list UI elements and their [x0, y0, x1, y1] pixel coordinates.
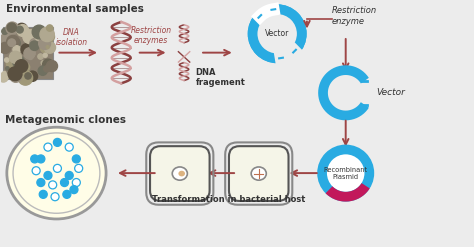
- Circle shape: [13, 56, 24, 68]
- Circle shape: [37, 179, 45, 186]
- Circle shape: [39, 38, 51, 49]
- Circle shape: [73, 155, 80, 163]
- Ellipse shape: [251, 167, 266, 180]
- Circle shape: [8, 67, 22, 81]
- Circle shape: [42, 32, 45, 35]
- FancyBboxPatch shape: [229, 146, 289, 201]
- Circle shape: [40, 35, 50, 44]
- Circle shape: [75, 164, 82, 172]
- Circle shape: [73, 179, 80, 186]
- Circle shape: [15, 60, 28, 72]
- Circle shape: [61, 179, 69, 186]
- Text: DNA
fragement: DNA fragement: [195, 68, 245, 87]
- Circle shape: [21, 44, 32, 55]
- Circle shape: [253, 9, 302, 58]
- Circle shape: [46, 61, 57, 72]
- Circle shape: [5, 58, 9, 62]
- Ellipse shape: [172, 167, 187, 180]
- Circle shape: [6, 22, 18, 34]
- Circle shape: [54, 138, 62, 146]
- Circle shape: [70, 185, 78, 194]
- Circle shape: [253, 9, 302, 58]
- Circle shape: [35, 33, 42, 40]
- Circle shape: [22, 63, 30, 71]
- Circle shape: [43, 53, 47, 57]
- Circle shape: [10, 38, 20, 48]
- Circle shape: [31, 53, 35, 58]
- FancyBboxPatch shape: [150, 146, 210, 201]
- Circle shape: [46, 30, 52, 36]
- Circle shape: [40, 27, 55, 41]
- Circle shape: [2, 28, 8, 34]
- Circle shape: [18, 71, 33, 85]
- Circle shape: [46, 46, 49, 49]
- Circle shape: [25, 73, 31, 79]
- Circle shape: [13, 46, 20, 53]
- Circle shape: [0, 42, 10, 54]
- Text: Vector: Vector: [265, 29, 289, 38]
- Circle shape: [39, 190, 47, 198]
- Circle shape: [46, 25, 53, 31]
- Circle shape: [6, 60, 14, 67]
- Ellipse shape: [178, 171, 185, 176]
- Circle shape: [46, 61, 55, 70]
- Circle shape: [49, 181, 57, 189]
- Circle shape: [32, 25, 46, 39]
- Circle shape: [8, 24, 13, 30]
- Circle shape: [43, 59, 54, 70]
- Circle shape: [44, 42, 55, 53]
- Circle shape: [29, 56, 33, 60]
- Circle shape: [32, 167, 40, 175]
- Circle shape: [24, 48, 35, 59]
- Circle shape: [31, 155, 39, 163]
- Circle shape: [38, 66, 47, 75]
- Circle shape: [3, 71, 6, 75]
- Circle shape: [37, 155, 45, 163]
- Circle shape: [65, 143, 73, 151]
- Text: Recombinant
Plasmid: Recombinant Plasmid: [324, 166, 368, 180]
- Circle shape: [7, 35, 19, 48]
- Circle shape: [30, 39, 39, 48]
- Circle shape: [38, 54, 43, 59]
- Ellipse shape: [7, 127, 106, 219]
- Circle shape: [23, 30, 37, 44]
- Circle shape: [0, 73, 8, 82]
- Circle shape: [27, 71, 37, 81]
- Circle shape: [9, 66, 15, 72]
- Text: Transformation in bacterial host: Transformation in bacterial host: [152, 195, 305, 204]
- Circle shape: [65, 171, 73, 180]
- Text: Metagenomic clones: Metagenomic clones: [5, 115, 127, 125]
- Text: Vector: Vector: [376, 88, 405, 97]
- Text: Restriction
enzymes: Restriction enzymes: [130, 26, 172, 45]
- Circle shape: [16, 23, 27, 35]
- Circle shape: [40, 42, 52, 53]
- Circle shape: [54, 164, 62, 172]
- FancyBboxPatch shape: [3, 27, 53, 79]
- Circle shape: [4, 43, 11, 50]
- Circle shape: [44, 31, 55, 42]
- Text: Environmental samples: Environmental samples: [6, 4, 144, 15]
- Circle shape: [44, 171, 52, 180]
- Text: DNA
isolation: DNA isolation: [55, 28, 88, 47]
- Circle shape: [8, 39, 16, 46]
- Circle shape: [10, 71, 21, 82]
- Circle shape: [17, 25, 28, 36]
- Circle shape: [16, 59, 26, 69]
- Circle shape: [322, 149, 369, 197]
- Circle shape: [9, 51, 21, 63]
- Circle shape: [44, 66, 50, 72]
- Text: Restriction
enzyme: Restriction enzyme: [331, 6, 377, 26]
- Circle shape: [34, 34, 43, 44]
- Circle shape: [40, 67, 43, 70]
- Circle shape: [6, 67, 9, 70]
- Circle shape: [30, 41, 39, 50]
- Circle shape: [7, 23, 16, 32]
- Circle shape: [44, 143, 52, 151]
- Circle shape: [16, 68, 19, 72]
- Circle shape: [17, 26, 23, 33]
- Circle shape: [41, 61, 45, 65]
- Circle shape: [63, 190, 71, 198]
- Circle shape: [51, 193, 59, 201]
- Circle shape: [0, 34, 13, 48]
